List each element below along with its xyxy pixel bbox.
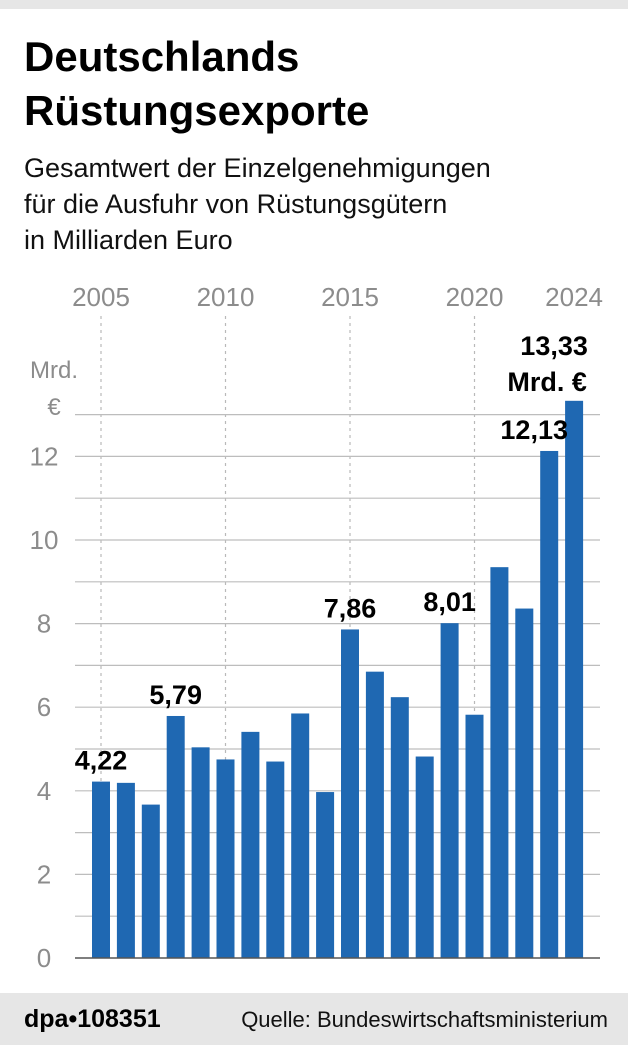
data-label-unit-2024: Mrd. € [507, 367, 587, 397]
y-tick-label: 10 [30, 525, 59, 555]
bar-2010 [216, 759, 235, 958]
bar-2014 [316, 792, 335, 958]
bar-2017 [390, 697, 409, 958]
y-tick-label: 6 [37, 692, 51, 722]
bar-2021 [490, 567, 509, 958]
y-tick-label: 8 [37, 609, 51, 639]
x-tick-label-2010: 2010 [197, 282, 255, 312]
y-unit-label-line-1: Mrd. [30, 357, 78, 384]
bar-2008 [166, 715, 185, 958]
y-unit-label-line-2: € [47, 394, 61, 421]
bar-2018 [415, 756, 434, 958]
footer: dpa•108351 Quelle: Bundeswirtschaftsmini… [0, 993, 628, 1045]
bar-chart: 0 2 4 6 8 10 12 Mrd. €2005 2010 2015 2020 2024 4,22 5,… [30, 282, 603, 973]
bar-2020 [465, 714, 484, 958]
bar-2006 [116, 782, 135, 958]
x-tick-label-2020: 2020 [446, 282, 504, 312]
bar-2005 [92, 781, 110, 958]
bar-2012 [266, 761, 285, 958]
bar-2024 [565, 400, 584, 958]
title-line-1: Deutschlands [24, 33, 300, 80]
chart-subtitle: Gesamtwert der Einzelgenehmigungen für d… [24, 150, 614, 258]
data-label-2024: 13,33 [520, 331, 588, 361]
bar-2016 [365, 671, 384, 958]
y-tick-label: 2 [37, 859, 51, 889]
y-tick-label: 12 [30, 441, 59, 471]
graphic-id: dpa•108351 [24, 1005, 161, 1033]
data-label-2008: 5,79 [149, 680, 202, 710]
bar-2015 [341, 629, 359, 958]
subtitle-line-3: in Milliarden Euro [24, 225, 233, 255]
subtitle-line-2: für die Ausfuhr von Rüstungsgütern [24, 189, 448, 219]
title-line-2: Rüstungsexporte [24, 87, 370, 134]
bar-2022 [515, 608, 534, 958]
bar-2007 [141, 804, 160, 958]
data-label-2023: 12,13 [500, 415, 568, 445]
x-tick-label-2024: 2024 [545, 282, 603, 312]
x-tick-label-2015: 2015 [321, 282, 379, 312]
bar-2019 [440, 623, 459, 958]
bar-2009 [191, 747, 210, 958]
bar-2013 [291, 713, 310, 958]
subtitle-line-1: Gesamtwert der Einzelgenehmigungen [24, 153, 491, 183]
source-note: Quelle: Bundeswirtschaftsministerium [241, 1007, 608, 1032]
y-tick-label: 0 [37, 943, 51, 973]
y-tick-label: 4 [37, 776, 51, 806]
bar-2011 [241, 731, 260, 958]
data-label-2015: 7,86 [324, 593, 377, 623]
top-bar [0, 0, 628, 9]
data-label-2019: 8,01 [423, 587, 476, 617]
bar-2023 [540, 450, 559, 958]
data-label-2005: 4,22 [75, 746, 128, 776]
chart-title: Deutschlands Rüstungsexporte [24, 30, 614, 138]
x-tick-label-2005: 2005 [72, 282, 130, 312]
